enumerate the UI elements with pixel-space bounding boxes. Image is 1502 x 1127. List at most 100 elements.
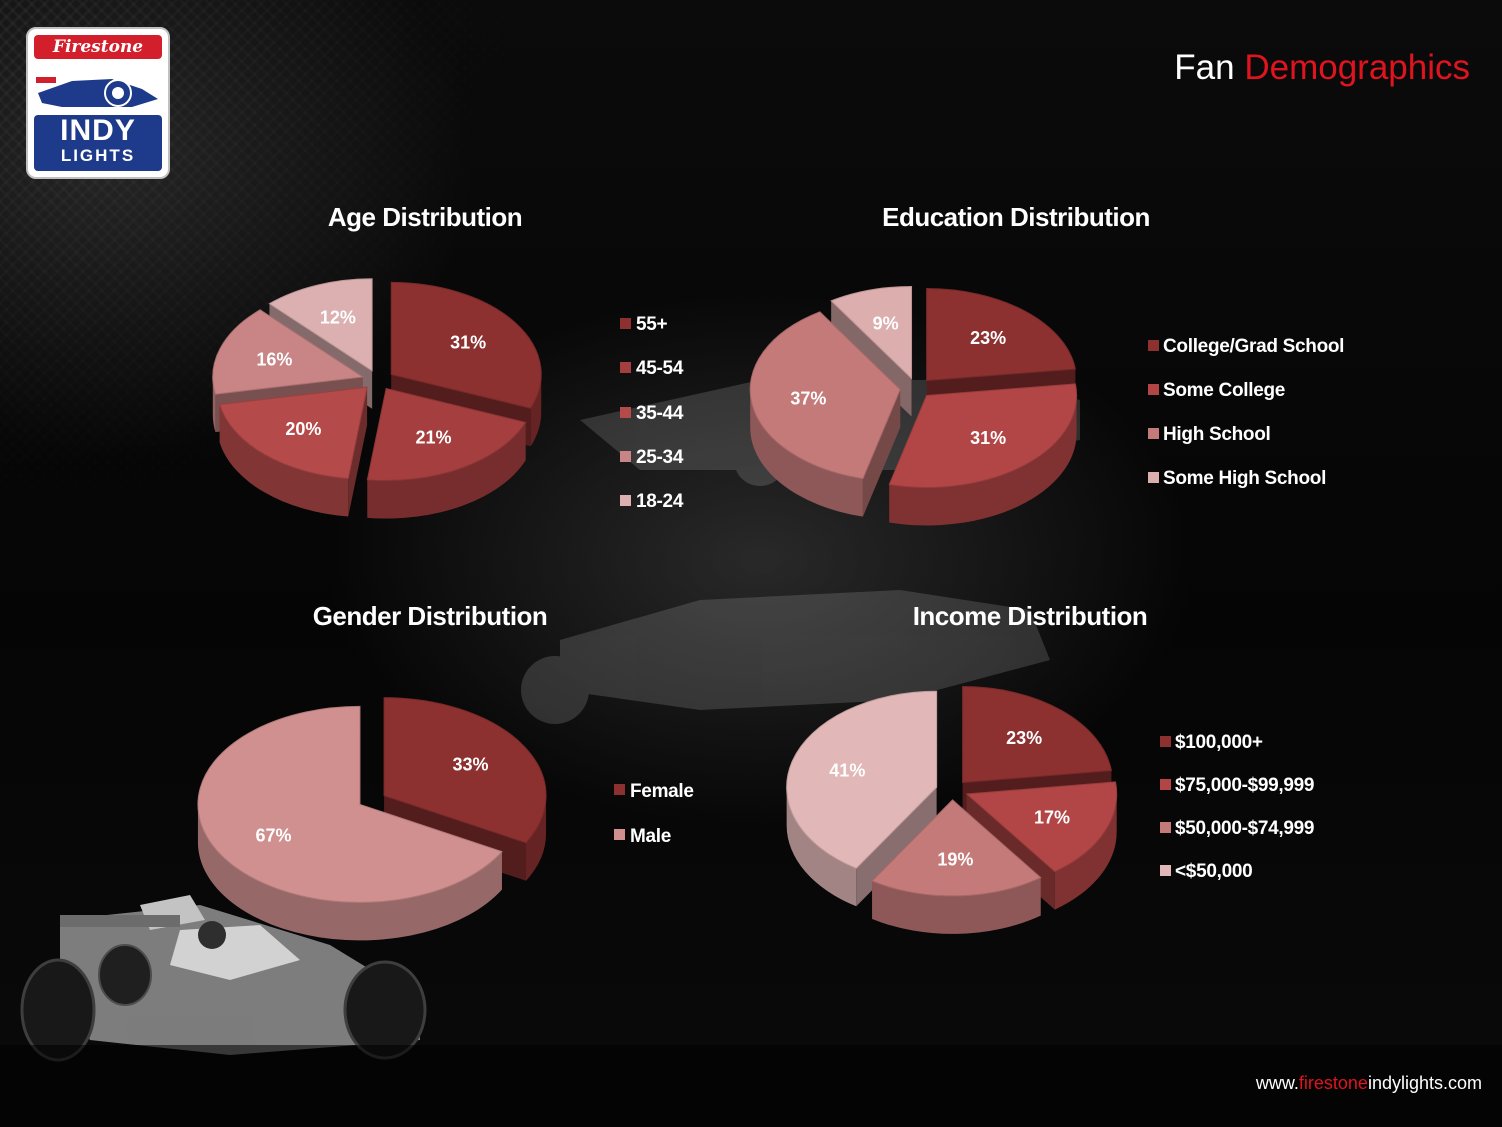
page-title-accent: Demographics [1244,48,1470,87]
pie-slice--100-000- [962,686,1112,784]
pie-slice-55- [390,281,542,409]
legend-swatch [1148,428,1159,439]
logo-sub-text: LIGHTS [60,146,136,165]
legend-swatch [614,829,625,840]
chart-gender-distribution: Gender Distribution 33% 67% Female Male [197,601,694,941]
pie-data-label: 17% [1034,808,1070,828]
firestone-indy-lights-logo: Firestone INDY LIGHTS [26,27,170,179]
pie-slice-side [197,804,502,941]
legend-label: $75,000-$99,999 [1175,775,1314,796]
pie-data-label: 41% [829,761,865,781]
legend-label: <$50,000 [1175,861,1252,882]
page-title: Fan Demographics [1174,48,1470,88]
pie-data-label: 67% [255,825,291,845]
legend-swatch [614,784,625,795]
pie-data-label: 31% [970,428,1006,448]
pie-slice-some-high-school [830,285,913,380]
chart-age-distribution: Age Distribution 31% 21% 20% 16% 12% 55+ 45-… [212,202,684,519]
legend-label: 45-54 [636,358,684,379]
legend-label: Female [630,781,694,802]
logo-top-text: Firestone [34,35,162,59]
legend-swatch [620,451,631,462]
pie-slice-side [889,395,1077,526]
pie-slice-side [219,404,349,517]
website-prefix: www. [1255,1073,1299,1093]
logo-main-text: INDY [60,114,136,147]
pie-slice--50-000 [786,690,938,869]
pie-slice-female [383,697,547,844]
legend-age: 55+ 45-54 35-44 25-34 18-24 [620,314,684,512]
legend-swatch [620,407,631,418]
pie-education: 23% 31% 37% 9% [749,285,1078,526]
legend-label: 25-34 [636,447,684,468]
legend-swatch [1148,340,1159,351]
pie-slice-some-college [888,383,1078,488]
pie-slice--50-000-74-999 [871,799,1042,897]
website-url[interactable]: www.firestoneindylights.com [1256,1073,1482,1094]
pie-data-label: 33% [452,755,488,775]
race-car-logo-icon [36,77,158,107]
pie-income: 23% 17% 19% 41% [786,686,1118,934]
legend-swatch [620,318,631,329]
pie-data-label: 21% [415,428,451,448]
pie-data-label: 23% [970,328,1006,348]
pie-age: 31% 21% 20% 16% 12% [212,278,542,519]
pie-gender: 33% 67% [197,697,547,941]
legend-label: Some High School [1163,468,1326,489]
legend-swatch [1160,779,1171,790]
legend-swatch [620,362,631,373]
pie-data-label: 9% [873,314,899,334]
legend-gender: Female Male [614,781,694,847]
legend-income: $100,000+ $75,000-$99,999 $50,000-$74,99… [1160,732,1315,882]
pie-slice-side [367,422,526,519]
pie-slice-college-grad-school [926,288,1077,382]
pie-data-label: 20% [285,419,321,439]
page-title-white: Fan [1174,48,1245,87]
legend-education: College/Grad School Some College High Sc… [1148,336,1344,489]
website-suffix: indylights.com [1367,1073,1482,1093]
legend-swatch [620,495,631,506]
logo-main-block: INDY LIGHTS [34,115,162,171]
legend-label: $100,000+ [1175,732,1263,753]
pie-slice-side [212,376,216,433]
chart-title: Education Distribution [882,202,1150,232]
legend-label: College/Grad School [1163,336,1344,357]
chart-title: Income Distribution [913,601,1148,631]
pie-slice-18-24 [268,278,373,372]
pie-slice-male [197,705,503,903]
pie-data-label: 16% [256,349,292,369]
pie-data-label: 19% [937,849,973,869]
legend-swatch [1148,384,1159,395]
chart-title: Age Distribution [328,202,522,232]
legend-label: Male [630,826,671,847]
legend-swatch [1148,472,1159,483]
pie-slice-high-school [749,311,901,480]
pie-slice-wall [862,389,901,517]
pie-slice-35-44 [219,386,368,480]
chart-education-distribution: Education Distribution 23% 31% 37% 9% Colle… [749,202,1344,526]
pie-slice-side [786,787,857,907]
legend-label: 35-44 [636,403,684,424]
pie-slice-45-54 [366,387,527,482]
legend-swatch [1160,865,1171,876]
pie-slice-side [526,795,547,881]
legend-label: 55+ [636,314,668,335]
legend-swatch [1160,736,1171,747]
legend-label: High School [1163,424,1271,445]
pie-data-label: 37% [790,388,826,408]
legend-label: $50,000-$74,999 [1175,818,1314,839]
pie-data-label: 23% [1006,728,1042,748]
pie-slice-25-34 [212,309,365,395]
chart-title: Gender Distribution [313,601,548,631]
website-accent: firestone [1298,1073,1368,1093]
pie-slice-side [750,389,863,517]
pie-data-label: 12% [320,308,356,328]
legend-swatch [1160,822,1171,833]
chart-income-distribution: Income Distribution 23% 17% 19% 41% $100,00… [786,601,1315,934]
legend-label: Some College [1163,380,1285,401]
pie-slice-side [1054,793,1117,910]
pie-slice--75-000-99-999 [965,781,1118,873]
legend-label: 18-24 [636,491,684,512]
